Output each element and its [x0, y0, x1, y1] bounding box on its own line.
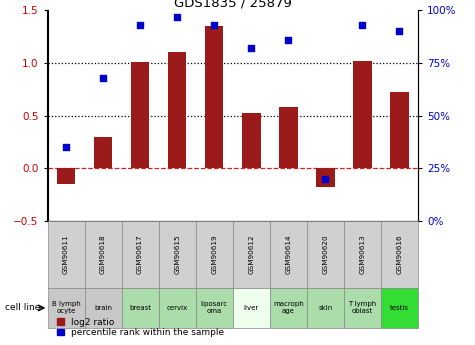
- Point: [210, 22, 218, 28]
- Bar: [94, 137, 113, 168]
- Bar: [48, 221, 85, 288]
- Point: [173, 14, 181, 19]
- Bar: [353, 61, 371, 168]
- Bar: [316, 168, 334, 187]
- Point: [285, 37, 292, 42]
- Text: GSM90618: GSM90618: [100, 235, 106, 274]
- Bar: [196, 221, 233, 288]
- Bar: [270, 288, 307, 328]
- Text: brain: brain: [94, 305, 112, 311]
- Bar: [48, 288, 85, 328]
- Bar: [122, 221, 159, 288]
- Bar: [131, 62, 149, 168]
- Bar: [307, 221, 344, 288]
- Text: macroph
age: macroph age: [273, 302, 304, 314]
- Text: skin: skin: [318, 305, 332, 311]
- Bar: [242, 114, 260, 168]
- Point: [136, 22, 144, 28]
- Point: [247, 46, 255, 51]
- Bar: [307, 288, 344, 328]
- Text: GSM90612: GSM90612: [248, 235, 254, 274]
- Point: [359, 22, 366, 28]
- Text: T lymph
oblast: T lymph oblast: [348, 302, 377, 314]
- Bar: [85, 288, 122, 328]
- Text: GSM90619: GSM90619: [211, 235, 217, 274]
- Point: [322, 176, 329, 181]
- Point: [99, 75, 107, 80]
- Text: testis: testis: [390, 305, 409, 311]
- Text: GSM90615: GSM90615: [174, 235, 180, 274]
- Text: cervix: cervix: [167, 305, 188, 311]
- Bar: [233, 288, 270, 328]
- Point: [62, 144, 70, 150]
- Bar: [279, 107, 297, 168]
- Text: GSM90613: GSM90613: [360, 235, 365, 274]
- Bar: [270, 221, 307, 288]
- Text: liposarc
oma: liposarc oma: [200, 302, 228, 314]
- Text: GSM90616: GSM90616: [397, 235, 402, 274]
- Legend: log2 ratio, percentile rank within the sample: log2 ratio, percentile rank within the s…: [57, 318, 224, 337]
- Bar: [344, 288, 381, 328]
- Bar: [159, 288, 196, 328]
- Bar: [381, 288, 418, 328]
- Bar: [122, 288, 159, 328]
- Text: GSM90620: GSM90620: [323, 235, 328, 274]
- Text: GSM90617: GSM90617: [137, 235, 143, 274]
- Bar: [159, 221, 196, 288]
- Bar: [168, 52, 187, 168]
- Bar: [233, 221, 270, 288]
- Bar: [390, 92, 408, 168]
- Text: GSM90614: GSM90614: [285, 235, 291, 274]
- Text: GSM90611: GSM90611: [63, 235, 69, 274]
- Text: breast: breast: [129, 305, 151, 311]
- Bar: [57, 168, 75, 184]
- Bar: [344, 221, 381, 288]
- Title: GDS1835 / 25879: GDS1835 / 25879: [174, 0, 292, 9]
- Text: cell line: cell line: [5, 303, 40, 313]
- Text: B lymph
ocyte: B lymph ocyte: [52, 302, 80, 314]
- Bar: [205, 26, 224, 168]
- Bar: [85, 221, 122, 288]
- Bar: [196, 288, 233, 328]
- Bar: [381, 221, 418, 288]
- Text: liver: liver: [244, 305, 259, 311]
- Point: [396, 29, 403, 34]
